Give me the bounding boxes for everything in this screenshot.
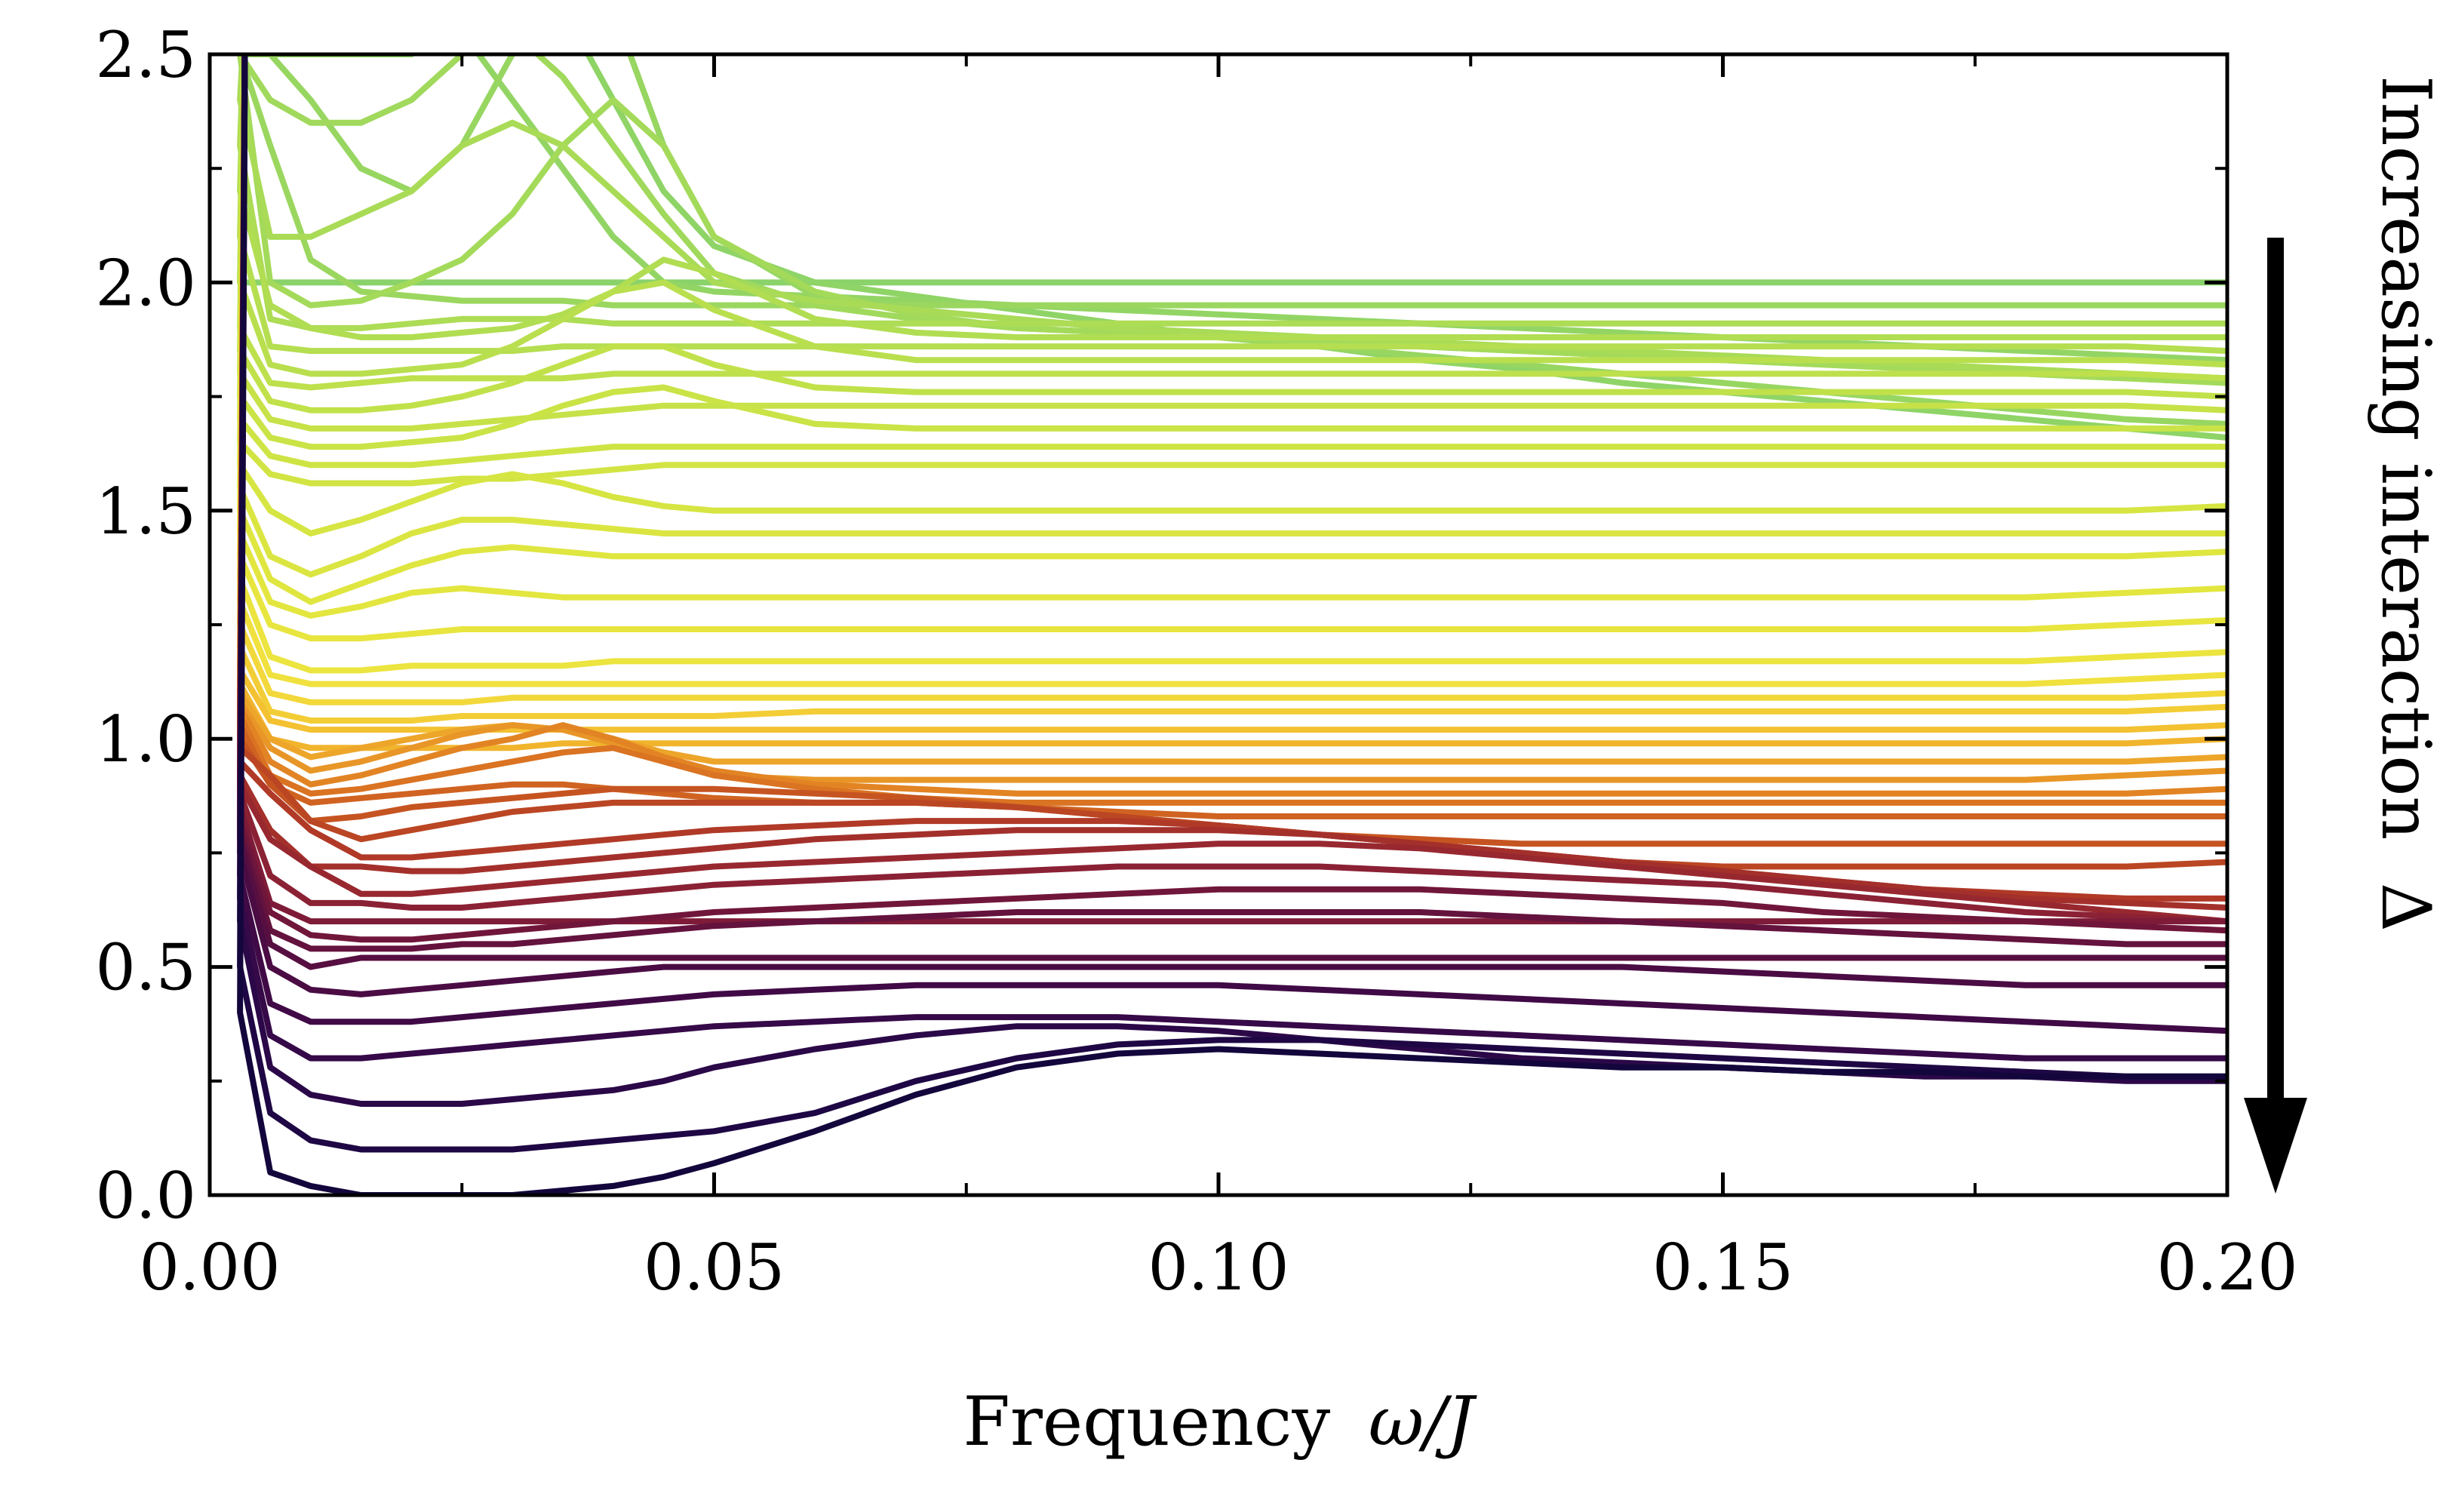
series-line-1 [237, 54, 2227, 286]
y-tick-label: 0.5 [95, 931, 196, 1005]
series-line-47 [237, 54, 2227, 1062]
series-line-10 [237, 54, 2227, 340]
annotation-symbol: Δ [2366, 883, 2440, 932]
series-line-17 [237, 54, 2227, 469]
series-line-18 [237, 54, 2227, 487]
tick-group: 0.00 0.05 0.10 0.15 0.20 0.0 0.5 1.0 1.5 2.0 2.5 [95, 18, 2297, 1305]
series-line-12 [237, 54, 2227, 377]
series-line-15 [237, 54, 2227, 432]
x-axis-title-text: Frequency [963, 1382, 1330, 1461]
series-line-30 [237, 54, 2227, 765]
series-line-16 [237, 54, 2227, 450]
y-tick-label: 0.0 [95, 1159, 196, 1233]
series-line-24 [237, 54, 2227, 674]
series-line-43 [237, 54, 2227, 952]
series-group [237, 54, 2227, 1195]
series-line-45 [237, 54, 2227, 997]
x-tick-label: 0.10 [1148, 1231, 1289, 1305]
series-line-35 [237, 54, 2227, 847]
series-line-11 [237, 54, 2227, 355]
series-line-9 [237, 54, 2227, 331]
series-line-7 [237, 54, 2227, 386]
x-axis-title-math: ω/J [1369, 1382, 1478, 1461]
series-line-13 [237, 54, 2227, 391]
series-line-39 [237, 54, 2227, 925]
series-line-40 [237, 54, 2227, 925]
x-tick-label: 0.05 [644, 1231, 785, 1305]
series-line-21 [237, 54, 2227, 605]
series-line-23 [237, 54, 2227, 642]
x-tick-label: 0.20 [2156, 1231, 2297, 1305]
series-line-20 [237, 54, 2227, 578]
series-line-38 [237, 54, 2227, 911]
x-tick-label: 0.00 [139, 1231, 280, 1305]
series-line-22 [237, 54, 2227, 619]
series-line-49 [237, 54, 2227, 1153]
annotation-text: Increasing interaction [2366, 75, 2440, 840]
series-line-41 [237, 54, 2227, 925]
series-line-36 [237, 54, 2227, 870]
x-tick-label: 0.15 [1652, 1231, 1793, 1305]
series-line-2 [237, 54, 2227, 441]
series-line-31 [237, 54, 2227, 783]
series-line-25 [237, 54, 2227, 687]
y-tick-label: 1.5 [95, 475, 196, 549]
series-line-14 [237, 54, 2227, 413]
series-line-46 [237, 54, 2227, 1034]
x-axis-title: Frequency ω/J [963, 1382, 1477, 1461]
annotation-label: Increasing interaction Δ [2366, 75, 2440, 932]
series-line-42 [237, 54, 2227, 943]
interaction-arrow-head [2244, 1098, 2307, 1194]
series-line-32 [237, 54, 2227, 797]
series-line-44 [237, 54, 2227, 970]
y-tick-label: 1.0 [95, 702, 196, 776]
y-tick-label: 2.5 [95, 18, 196, 92]
y-tick-label: 2.0 [95, 246, 196, 320]
series-line-28 [237, 54, 2227, 733]
series-line-26 [237, 54, 2227, 705]
series-line-27 [237, 54, 2227, 724]
series-line-19 [237, 54, 2227, 536]
series-line-50 [237, 54, 2227, 1195]
